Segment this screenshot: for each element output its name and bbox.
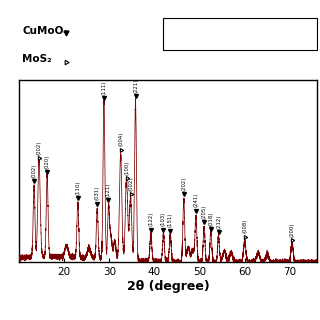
Text: (002): (002) <box>128 177 133 191</box>
Text: (205): (205) <box>202 205 207 219</box>
Text: (103): (103) <box>161 212 166 226</box>
Text: (122): (122) <box>148 212 153 227</box>
Text: (212): (212) <box>216 214 221 228</box>
Text: (110): (110) <box>75 181 80 195</box>
Text: CuMoO₄/MoS₂: CuMoO₄/MoS₂ <box>198 26 262 35</box>
Text: (221): (221) <box>133 78 138 92</box>
Text: (202): (202) <box>181 176 186 191</box>
Text: CuMoO₄: CuMoO₄ <box>22 26 68 36</box>
Text: (151): (151) <box>168 213 173 227</box>
Text: (018): (018) <box>208 212 213 226</box>
Text: (002): (002) <box>32 164 36 178</box>
Text: (200): (200) <box>290 223 294 237</box>
X-axis label: 2θ (degree): 2θ (degree) <box>127 280 209 293</box>
Text: (004): (004) <box>118 132 123 146</box>
Text: (121): (121) <box>106 182 111 197</box>
Text: (020): (020) <box>45 154 50 169</box>
Text: (008): (008) <box>242 219 247 233</box>
Text: MoS₂: MoS₂ <box>22 54 52 64</box>
Text: (031): (031) <box>95 186 100 200</box>
Text: (241): (241) <box>194 193 198 207</box>
Text: (111): (111) <box>101 81 107 95</box>
Text: (100): (100) <box>124 160 129 175</box>
Text: (002): (002) <box>36 140 42 155</box>
